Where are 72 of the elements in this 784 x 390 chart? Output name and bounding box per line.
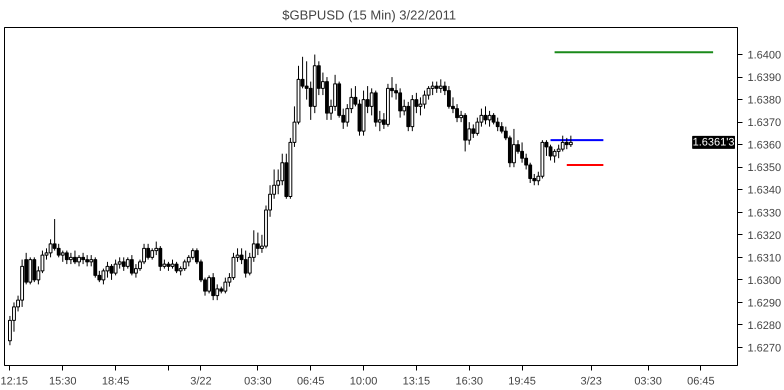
candlestick [68,252,73,265]
candlestick [110,264,114,280]
candlestick [496,117,500,132]
candlestick [158,246,162,272]
candlestick [223,277,228,294]
y-tick-label: 1.6270 [748,342,782,354]
candlestick [434,81,439,94]
x-tick-label: 18:45 [102,376,130,388]
x-tick-label: 3/22 [190,376,212,388]
y-tick-label: 1.6370 [748,117,782,130]
x-tick-label: 15:30 [48,376,77,388]
chart-title: $GBPUSD (15 Min) 3/22/2011 [282,8,456,22]
candlestick [77,254,81,267]
candlestick [170,259,174,270]
y-tick-label: 1.6290 [748,297,782,310]
y-tick-label: 1.6390 [748,72,782,84]
y-tick-label: 1.6340 [748,184,782,197]
candlestick [512,128,516,168]
candlestick [256,232,260,256]
candlestick [73,250,77,265]
candlestick [130,254,134,276]
x-tick-label: 03:30 [634,376,662,388]
candlestick [211,272,216,301]
candlestick [126,256,130,270]
candlestick [60,250,65,262]
x-tick-label: 03:30 [244,376,272,388]
candlestick [56,243,61,258]
candlestick [207,274,212,294]
candlestick [122,256,126,272]
y-tick-label: 1.6330 [748,207,782,220]
y-tick-label: 1.6310 [748,252,782,264]
y-tick-label: 1.6280 [748,320,782,332]
x-tick-label: 13:15 [402,376,430,388]
candlestick [560,135,565,152]
candlestick [182,259,187,272]
candlestick [564,137,569,150]
y-tick-label: 1.6400 [748,50,782,62]
candlestick [174,261,178,274]
y-tick-label: 1.6350 [748,162,782,174]
annotation: 1.6361'3 [692,136,735,148]
candlestick [568,135,573,148]
candlestick [64,250,69,265]
y-tick-label: 1.6360 [748,140,782,152]
candlestick [32,256,36,283]
x-tick-label: 19:45 [508,376,536,388]
candlestick [438,78,443,94]
x-tick-label: 06:45 [296,376,324,388]
candlestick [93,256,98,278]
x-tick-label: 10:00 [350,376,378,388]
candlestick [244,250,248,278]
candlestick [114,259,118,276]
candlestick [406,101,410,132]
candlestick [430,81,435,96]
x-tick-label: 3/23 [580,376,602,388]
y-tick-label: 1.6320 [748,230,782,242]
candlestick [548,144,552,161]
candlestick [85,254,90,267]
candlestick [146,243,150,260]
x-tick-label: 16:30 [455,376,483,388]
candlestick [81,252,86,265]
candlestick [28,256,32,285]
candlestick [398,88,402,118]
y-tick-label: 1.6380 [748,94,782,107]
candlestick [488,110,492,128]
candlestick [166,261,170,272]
x-tick-label: 12:15 [0,376,28,388]
candlestick [484,106,488,125]
candlestick [552,148,557,164]
candlestick [471,124,476,138]
x-tick-label: 06:45 [687,376,715,388]
candlestick [446,86,451,110]
y-tick-label: 1.6300 [748,274,782,287]
